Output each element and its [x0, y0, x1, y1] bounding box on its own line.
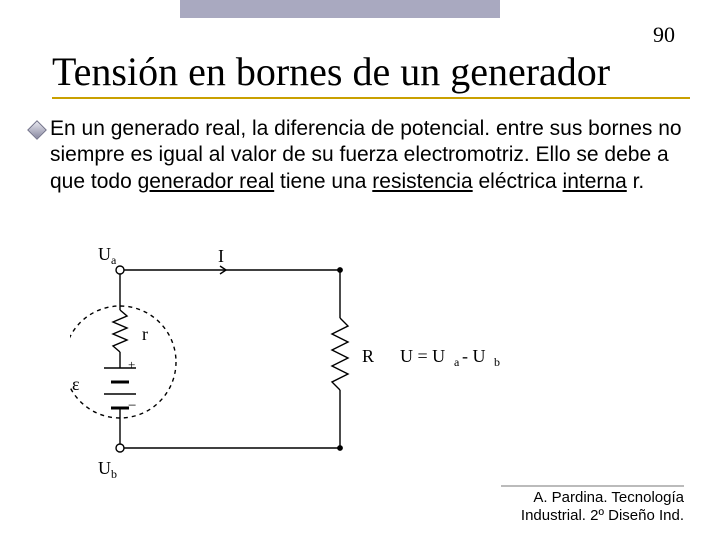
svg-text:r: r [142, 324, 148, 344]
diamond-bullet-icon [30, 123, 42, 135]
svg-text:U: U [98, 248, 111, 264]
header-accent-bar [180, 0, 500, 18]
svg-text:- U: - U [462, 346, 486, 366]
svg-text:I: I [218, 248, 224, 266]
footer-credit: A. Pardina. Tecnología Industrial. 2º Di… [501, 485, 684, 527]
svg-text:+: + [128, 357, 135, 372]
page-number: 90 [653, 22, 675, 48]
svg-text:ε: ε [72, 374, 80, 394]
footer-line2: Industrial. 2º Diseño Ind. [521, 507, 684, 524]
svg-text:a: a [111, 253, 117, 267]
circuit-diagram: Ua Ub I r ε + − R U = U a - U b [70, 248, 570, 478]
slide-title: Tensión en bornes de un generador [52, 48, 690, 99]
svg-text:−: − [128, 398, 136, 414]
footer-line1: A. Pardina. Tecnología [533, 489, 684, 506]
svg-text:b: b [494, 355, 500, 369]
svg-text:U = U: U = U [400, 346, 445, 366]
svg-text:R: R [362, 346, 374, 366]
svg-text:b: b [111, 467, 117, 478]
body-text: En un generado real, la diferencia de po… [50, 116, 695, 195]
bullet-row: En un generado real, la diferencia de po… [30, 116, 695, 195]
svg-text:a: a [454, 355, 460, 369]
svg-text:U: U [98, 458, 111, 478]
